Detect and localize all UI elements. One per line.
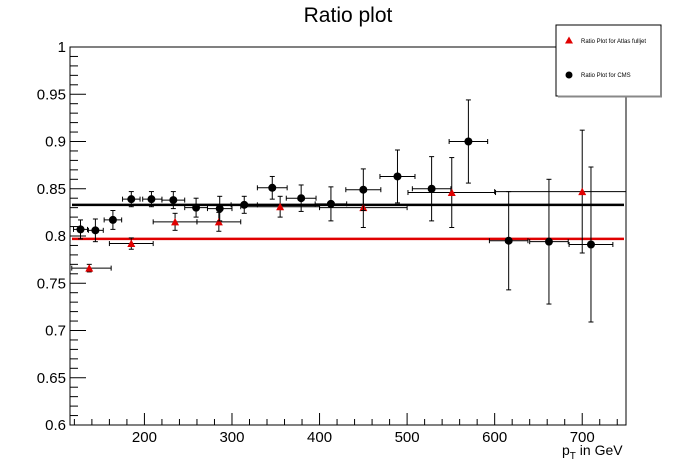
atlas-marker xyxy=(214,217,223,226)
cms-marker xyxy=(268,183,277,192)
x-tick-label: 300 xyxy=(219,429,244,446)
cms-point xyxy=(488,191,529,291)
cms-point xyxy=(161,191,186,210)
cms-point xyxy=(103,209,123,230)
series-layer xyxy=(71,99,627,323)
x-tick-label: 500 xyxy=(395,429,420,446)
x-tick-label: 600 xyxy=(482,429,507,446)
x-tick-label: 700 xyxy=(570,429,595,446)
cms-point xyxy=(314,186,348,222)
cms-marker xyxy=(108,215,117,224)
atlas-marker xyxy=(276,202,285,211)
atlas-marker xyxy=(127,239,136,248)
atlas-point xyxy=(108,237,154,250)
atlas-point xyxy=(152,212,198,231)
x-axis-label-subscript: T xyxy=(570,451,576,462)
y-tick-label: 0.65 xyxy=(37,370,66,387)
chart-title: Ratio plot xyxy=(304,4,393,27)
cms-marker xyxy=(544,237,553,246)
cms-point xyxy=(568,166,614,323)
atlas-point xyxy=(240,195,321,218)
atlas-point xyxy=(407,157,497,228)
cms-point xyxy=(122,191,141,208)
cms-point xyxy=(345,168,382,211)
x-tick-label: 200 xyxy=(132,429,157,446)
cms-marker xyxy=(76,225,85,234)
y-tick-label: 0.95 xyxy=(37,86,66,103)
cms-marker xyxy=(169,196,178,205)
x-axis-label: pT in GeV xyxy=(562,442,623,462)
y-tick-label: 0.8 xyxy=(45,228,66,245)
cms-marker xyxy=(393,172,402,181)
cms-point xyxy=(448,99,489,184)
atlas-point xyxy=(71,263,112,273)
cms-marker xyxy=(464,137,473,146)
cms-marker xyxy=(427,184,436,193)
legend-label-atlas: Ratio Plot for Atlas fulljet xyxy=(581,39,646,45)
x-tick-label: 400 xyxy=(307,429,332,446)
y-tick-label: 0.9 xyxy=(45,134,66,151)
y-axis: 0.6 0.65 0.7 0.75 0.8 0.85 0.9 0.95 1 xyxy=(37,39,86,434)
cms-marker xyxy=(91,226,100,235)
legend: Ratio Plot for Atlas fulljet Ratio Plot … xyxy=(555,24,662,98)
cms-marker xyxy=(240,200,249,209)
legend-box xyxy=(555,24,662,97)
cms-marker xyxy=(147,195,156,204)
cms-point xyxy=(73,219,89,240)
legend-marker-cms xyxy=(565,71,573,79)
cms-point xyxy=(142,191,163,208)
cms-marker xyxy=(127,195,136,204)
atlas-marker xyxy=(578,187,587,196)
y-tick-label: 0.6 xyxy=(45,417,66,434)
atlas-marker xyxy=(171,217,180,226)
atlas-marker xyxy=(85,264,94,272)
cms-marker xyxy=(297,194,306,203)
fit-lines xyxy=(72,203,624,241)
y-tick-label: 0.85 xyxy=(37,181,66,198)
cms-marker xyxy=(192,203,201,212)
cms-marker xyxy=(215,204,224,213)
cms-marker xyxy=(586,240,595,249)
cms-point xyxy=(230,195,258,214)
cms-point xyxy=(87,218,104,243)
atlas-marker xyxy=(447,188,456,197)
cms-marker xyxy=(326,199,335,208)
cms-point xyxy=(285,184,317,212)
y-tick-label: 0.7 xyxy=(45,323,66,340)
cms-point xyxy=(411,156,452,222)
cms-point xyxy=(256,175,288,200)
x-axis: 200 300 400 500 600 700 xyxy=(73,413,618,446)
cms-marker xyxy=(359,185,368,194)
x-axis-label-rest: in GeV xyxy=(576,442,623,458)
legend-label-cms: Ratio Plot for CMS xyxy=(581,73,631,79)
y-tick-label: 1 xyxy=(58,39,66,56)
y-tick-label: 0.75 xyxy=(37,275,66,292)
cms-point xyxy=(379,149,416,204)
cms-point xyxy=(206,195,233,222)
legend-marker-atlas xyxy=(565,36,573,44)
atlas-point xyxy=(494,129,627,254)
cms-point xyxy=(184,197,208,218)
cms-point xyxy=(529,178,569,305)
plot-frame xyxy=(69,46,627,426)
cms-marker xyxy=(504,236,513,245)
x-axis-label-main: p xyxy=(562,442,570,458)
atlas-point xyxy=(196,211,242,232)
